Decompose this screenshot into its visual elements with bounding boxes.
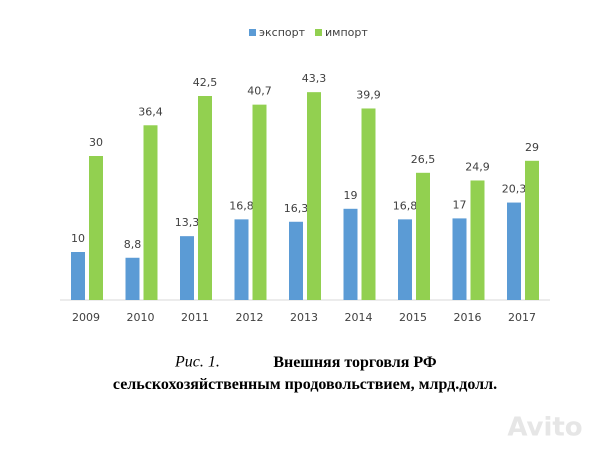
data-label: 43,3 [302, 72, 327, 85]
data-label: 16,3 [284, 202, 309, 215]
bar [252, 104, 267, 300]
bar [398, 219, 412, 300]
data-label: 26,5 [411, 153, 436, 166]
x-tick-label: 2015 [399, 311, 427, 324]
data-label: 8,8 [124, 238, 142, 251]
bar [452, 218, 467, 300]
data-label: 39,9 [356, 88, 381, 101]
x-tick-label: 2012 [236, 311, 264, 324]
figure-label: Рис. 1. [174, 354, 220, 371]
data-label: 13,3 [175, 216, 200, 229]
x-tick-label: 2014 [345, 311, 373, 324]
bar [470, 180, 485, 300]
data-label: 42,5 [193, 76, 218, 89]
x-tick-label: 2013 [290, 311, 318, 324]
bar [198, 96, 212, 300]
data-label: 17 [453, 198, 467, 211]
bar [180, 236, 194, 300]
data-label: 10 [71, 232, 85, 245]
bar [89, 156, 103, 300]
legend-label: экспорт [259, 26, 306, 39]
bar [361, 108, 376, 300]
bar [143, 125, 158, 300]
x-tick-label: 2010 [127, 311, 155, 324]
data-label: 24,9 [465, 160, 490, 173]
bar [234, 219, 249, 300]
data-label: 40,7 [247, 85, 272, 98]
bar [71, 252, 85, 300]
x-tick-label: 2009 [72, 311, 100, 324]
data-label: 29 [525, 141, 539, 154]
data-label: 19 [344, 189, 358, 202]
bar [125, 257, 140, 300]
x-tick-label: 2011 [181, 311, 209, 324]
watermark: Avito [507, 413, 582, 443]
data-label: 30 [89, 136, 103, 149]
data-label: 16,8 [393, 199, 418, 212]
legend-swatch [315, 29, 322, 36]
x-tick-label: 2017 [508, 311, 536, 324]
data-label: 16,8 [229, 199, 254, 212]
data-label: 20,3 [502, 183, 527, 196]
bar [343, 208, 358, 300]
bar [416, 172, 430, 300]
bar [307, 92, 321, 300]
bar [289, 221, 303, 300]
chart-title: Внешняя торговля РФ сельскохозяйственным … [113, 354, 497, 393]
x-tick-label: 2016 [454, 311, 482, 324]
bar [525, 160, 539, 300]
bar [507, 202, 521, 300]
data-label: 36,4 [138, 105, 163, 118]
legend-swatch [249, 29, 256, 36]
legend-label: импорт [325, 26, 368, 39]
